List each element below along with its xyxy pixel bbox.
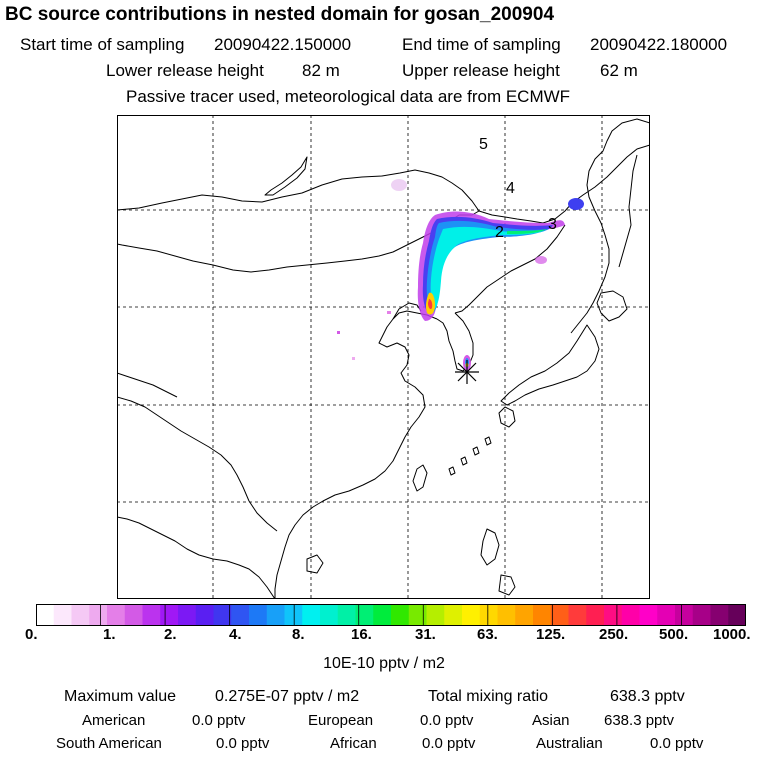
map-coastlines xyxy=(117,118,650,599)
map-panel: 5 4 3 2 xyxy=(117,115,650,599)
colorbar-cell xyxy=(89,604,108,626)
region-asian-value: 638.3 pptv xyxy=(604,712,675,729)
region-american-value: 0.0 pptv xyxy=(192,712,246,729)
colorbar-tick-10: 500. xyxy=(659,626,689,643)
region-european-label: European xyxy=(308,712,374,729)
colorbar-cell xyxy=(124,604,143,626)
colorbar-tick-5: 16. xyxy=(351,626,372,643)
colorbar-cell xyxy=(142,604,161,626)
colorbar-cell xyxy=(675,604,694,626)
colorbar-cell xyxy=(373,604,392,626)
colorbar-cell xyxy=(621,604,640,626)
colorbar-cell xyxy=(302,604,321,626)
region-south-american-label: South American xyxy=(56,735,162,752)
tracer-note: Passive tracer used, meteorological data… xyxy=(126,87,571,106)
region-african-value: 0.0 pptv xyxy=(422,735,476,752)
colorbar-cell xyxy=(444,604,463,626)
region-european-value: 0.0 pptv xyxy=(420,712,474,729)
colorbar-cell xyxy=(550,604,569,626)
colorbar-cell xyxy=(284,604,303,626)
region-australian-label: Australian xyxy=(536,735,603,752)
colorbar-cell xyxy=(462,604,481,626)
colorbar-tick-9: 250. xyxy=(599,626,629,643)
colorbar-cell xyxy=(728,604,746,626)
region-american-label: American xyxy=(82,712,146,729)
colorbar-cell xyxy=(408,604,427,626)
end-time-value: 20090422.180000 xyxy=(590,35,728,54)
colorbar-cell xyxy=(586,604,605,626)
colorbar-tick-2: 2. xyxy=(164,626,177,643)
upper-release-value: 62 m xyxy=(600,61,638,80)
colorbar-tick-0: 0. xyxy=(25,626,38,643)
concentration-plume xyxy=(337,179,584,371)
total-mixing-label: Total mixing ratio xyxy=(428,688,549,705)
colorbar-cell xyxy=(533,604,552,626)
receptor-star-icon xyxy=(455,360,479,384)
colorbar-cell xyxy=(657,604,676,626)
colorbar-cell xyxy=(213,604,232,626)
upper-release-label: Upper release height xyxy=(402,61,560,80)
colorbar-cell xyxy=(36,604,55,626)
colorbar-cell xyxy=(355,604,374,626)
colorbar-tick-3: 4. xyxy=(229,626,242,643)
colorbar-cell xyxy=(107,604,126,626)
colorbar-cell xyxy=(426,604,445,626)
colorbar-cell xyxy=(266,604,285,626)
colorbar-cell xyxy=(604,604,623,626)
colorbar-cell xyxy=(160,604,179,626)
colorbar-cell xyxy=(568,604,587,626)
colorbar-cell xyxy=(249,604,268,626)
colorbar-cell xyxy=(71,604,90,626)
colorbar-cell xyxy=(337,604,356,626)
colorbar-tick-4: 8. xyxy=(292,626,305,643)
colorbar-cell xyxy=(692,604,711,626)
colorbar-cell xyxy=(53,604,72,626)
region-australian-value: 0.0 pptv xyxy=(650,735,704,752)
total-mixing-value: 638.3 pptv xyxy=(610,688,685,705)
colorbar-tick-6: 31. xyxy=(415,626,436,643)
start-time-value: 20090422.150000 xyxy=(214,35,352,54)
colorbar-cell xyxy=(515,604,534,626)
colorbar-cell xyxy=(178,604,197,626)
colorbar-tick-11: 1000. xyxy=(713,626,751,643)
plot-title: BC source contributions in nested domain… xyxy=(5,4,555,25)
colorbar-cell xyxy=(710,604,729,626)
max-value: 0.275E-07 pptv / m2 xyxy=(215,688,360,705)
colorbar-units: 10E-10 pptv / m2 xyxy=(323,655,445,672)
region-asian-label: Asian xyxy=(532,712,570,729)
trajectory-label-2: 2 xyxy=(495,224,504,241)
map-frame xyxy=(117,115,650,599)
map-gridlines xyxy=(117,115,650,599)
colorbar-cell xyxy=(497,604,516,626)
colorbar-cell xyxy=(195,604,214,626)
colorbar xyxy=(36,604,746,626)
region-african-label: African xyxy=(330,735,377,752)
colorbar-tick-1: 1. xyxy=(103,626,116,643)
end-time-label: End time of sampling xyxy=(402,35,561,54)
trajectory-label-3: 3 xyxy=(548,216,557,233)
colorbar-tick-7: 63. xyxy=(477,626,498,643)
start-time-label: Start time of sampling xyxy=(20,35,185,54)
colorbar-cell xyxy=(479,604,498,626)
region-south-american-value: 0.0 pptv xyxy=(216,735,270,752)
max-value-label: Maximum value xyxy=(64,688,177,705)
colorbar-cell xyxy=(391,604,410,626)
lower-release-label: Lower release height xyxy=(106,61,264,80)
colorbar-tick-8: 125. xyxy=(536,626,566,643)
trajectory-label-4: 4 xyxy=(506,180,515,197)
colorbar-cell xyxy=(639,604,658,626)
colorbar-cell xyxy=(231,604,250,626)
colorbar-cell xyxy=(320,604,339,626)
lower-release-value: 82 m xyxy=(302,61,340,80)
trajectory-label-5: 5 xyxy=(479,136,488,153)
